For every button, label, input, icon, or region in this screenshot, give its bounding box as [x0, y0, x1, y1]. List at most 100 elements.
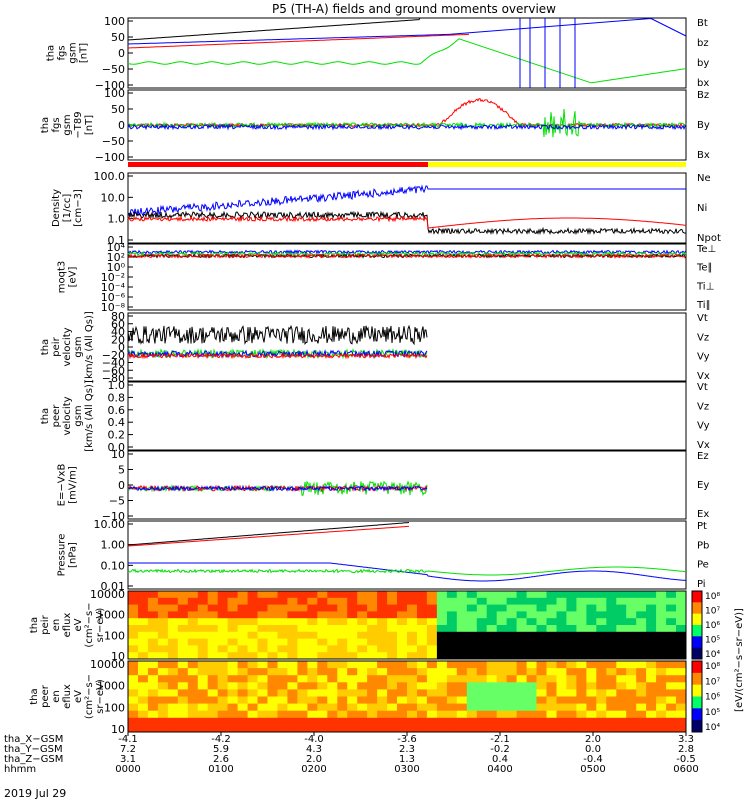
heatmap-cell — [197, 661, 209, 669]
heatmap-cell — [516, 717, 528, 726]
ylabel-line: gsm — [73, 405, 84, 426]
heatmap-cell — [546, 689, 557, 697]
heatmap-cell — [128, 710, 139, 719]
heatmap-cell — [536, 703, 547, 712]
heatmap-cell — [217, 618, 229, 626]
heatmap-cell — [377, 591, 388, 599]
heatmap-cell — [556, 652, 567, 660]
heatmap-cell — [436, 675, 448, 683]
xtick-t: 0600 — [673, 764, 698, 775]
heatmap-cell — [417, 668, 428, 676]
heatmap-cell — [596, 625, 607, 633]
ylabel-line: tha — [40, 408, 51, 424]
ytick-label: 10.0 — [101, 191, 126, 204]
colorbar-swatch — [692, 647, 702, 660]
heatmap-cell — [676, 668, 687, 676]
heatmap-cell — [237, 638, 249, 646]
heatmap-cell — [506, 682, 518, 690]
ytick-label: 10⁻⁸ — [101, 301, 126, 314]
heatmap-cell — [377, 611, 388, 619]
heatmap-cell — [367, 611, 378, 619]
heatmap-cell — [616, 703, 627, 712]
heatmap-cell — [486, 652, 498, 660]
heatmap-cell — [666, 689, 677, 697]
ylabel-line: velocity — [62, 396, 73, 435]
heatmap-cell — [446, 597, 458, 606]
heatmap-cell — [277, 668, 288, 676]
heatmap-cell — [676, 631, 687, 640]
heatmap-cell — [516, 689, 528, 697]
heatmap-cell — [147, 689, 159, 697]
heatmap-cell — [626, 682, 637, 690]
heatmap-cell — [347, 638, 358, 646]
heatmap-cell — [676, 618, 687, 626]
heatmap-cell — [596, 668, 607, 676]
heatmap-cell — [536, 689, 547, 697]
heatmap-cell — [147, 645, 159, 653]
heatmap-cell — [506, 652, 518, 660]
heatmap-cell — [626, 703, 637, 712]
ylabel-line: tha — [40, 339, 51, 355]
heatmap-cell — [327, 645, 338, 653]
heatmap-cell — [676, 652, 687, 660]
ylabel-line: [eV] — [68, 267, 79, 288]
heatmap-cell — [676, 645, 687, 653]
heatmap-cell — [426, 710, 438, 719]
heatmap-cell — [606, 618, 617, 626]
heatmap-cell — [676, 675, 687, 683]
heatmap-cell — [407, 645, 418, 653]
heatmap-cell — [476, 631, 488, 640]
heatmap-cell — [337, 611, 348, 619]
heatmap-cell — [277, 618, 288, 626]
heatmap-cell — [357, 638, 368, 646]
heatmap-cell — [586, 631, 597, 640]
heatmap-cell — [486, 724, 498, 733]
heatmap-cell — [566, 682, 577, 690]
heatmap-cell — [277, 689, 288, 697]
heatmap-cell — [656, 618, 667, 626]
heatmap-cell — [426, 591, 438, 599]
heatmap-cell — [197, 682, 209, 690]
ytick-label: −50 — [102, 135, 125, 148]
heatmap-cell — [486, 645, 498, 653]
heatmap-cell — [606, 682, 617, 690]
heatmap-cell — [616, 631, 627, 640]
colorbar-tick: 10⁶ — [705, 621, 720, 631]
ylabel-line: en — [51, 619, 62, 632]
heatmap-cell — [347, 625, 358, 633]
heatmap-cell — [576, 625, 587, 633]
heatmap-cell — [496, 675, 508, 683]
heatmap-cell — [596, 597, 607, 606]
ylabel-line: peir — [40, 614, 51, 634]
heatmap-cell — [606, 710, 617, 719]
heatmap-cell — [247, 717, 259, 726]
heatmap-cell — [506, 710, 518, 719]
heatmap-cell — [397, 604, 408, 612]
ylabel-line: [1/cc] — [62, 194, 73, 223]
heatmap-cell — [476, 724, 488, 733]
heatmap-cell — [486, 591, 498, 599]
ytick-label: 0.01 — [101, 580, 126, 593]
heatmap-cell — [357, 604, 368, 612]
heatmap-cell — [347, 652, 358, 660]
heatmap-cell — [616, 638, 627, 646]
heatmap-cell — [337, 675, 348, 683]
heatmap-cell — [676, 591, 687, 599]
heatmap-cell — [317, 591, 328, 599]
heatmap-cell — [287, 604, 298, 612]
heatmap-cell — [227, 703, 239, 712]
colorbar-tick: 10⁸ — [705, 592, 720, 602]
ytick-label: 10⁰ — [107, 261, 126, 274]
heatmap-cell — [187, 631, 199, 640]
colorbar-swatch — [692, 625, 702, 637]
heatmap-cell — [347, 724, 358, 733]
heatmap-cell — [297, 631, 308, 640]
heatmap-cell — [576, 717, 587, 726]
heatmap-cell — [147, 631, 159, 640]
heatmap-cell — [596, 710, 607, 719]
mode-bar-fast — [128, 162, 428, 167]
xtick-t: 0000 — [115, 764, 140, 775]
heatmap-cell — [277, 682, 288, 690]
heatmap-cell — [327, 689, 338, 697]
heatmap-cell — [257, 710, 268, 719]
